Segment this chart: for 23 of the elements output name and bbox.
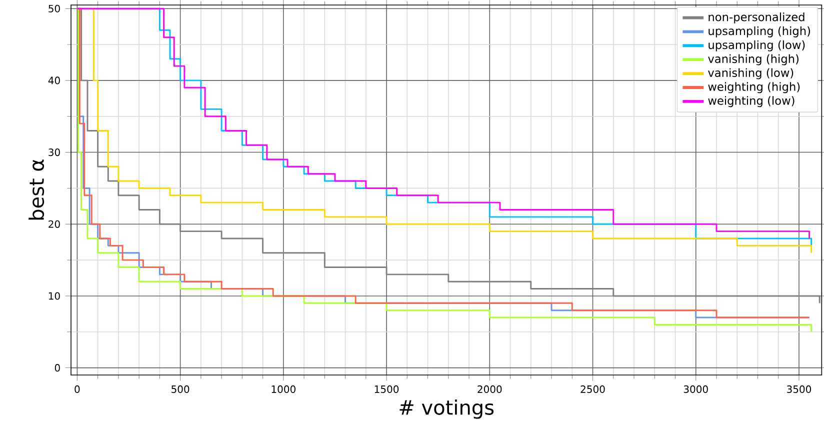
legend-label: upsampling (high) bbox=[708, 26, 810, 38]
legend-label: non-personalized bbox=[708, 12, 804, 24]
y-tick-label: 40 bbox=[48, 76, 60, 84]
y-tick-label: 20 bbox=[48, 220, 60, 228]
legend-label: upsampling (low) bbox=[708, 40, 805, 52]
x-tick-label: 500 bbox=[172, 385, 190, 393]
x-tick-label: 2500 bbox=[580, 385, 605, 393]
x-tick-label: 1500 bbox=[374, 385, 399, 393]
x-tick-label: 3500 bbox=[787, 385, 812, 393]
y-tick-label: 50 bbox=[48, 4, 60, 12]
y-tick-label: 30 bbox=[48, 148, 60, 156]
legend-label: vanishing (high) bbox=[708, 54, 798, 66]
x-tick-label: 1000 bbox=[272, 385, 296, 393]
legend-label: vanishing (low) bbox=[708, 68, 794, 80]
x-axis-title: # votings bbox=[400, 399, 494, 419]
y-axis-title: best α bbox=[28, 160, 44, 220]
legend-label: weighting (low) bbox=[708, 96, 794, 108]
x-tick-label: 0 bbox=[74, 385, 80, 393]
y-tick-label: 0 bbox=[54, 364, 60, 372]
x-tick-label: 3000 bbox=[684, 385, 708, 393]
legend-label: weighting (high) bbox=[708, 82, 800, 94]
y-tick-label: 10 bbox=[48, 292, 60, 300]
x-tick-label: 2000 bbox=[478, 385, 502, 393]
